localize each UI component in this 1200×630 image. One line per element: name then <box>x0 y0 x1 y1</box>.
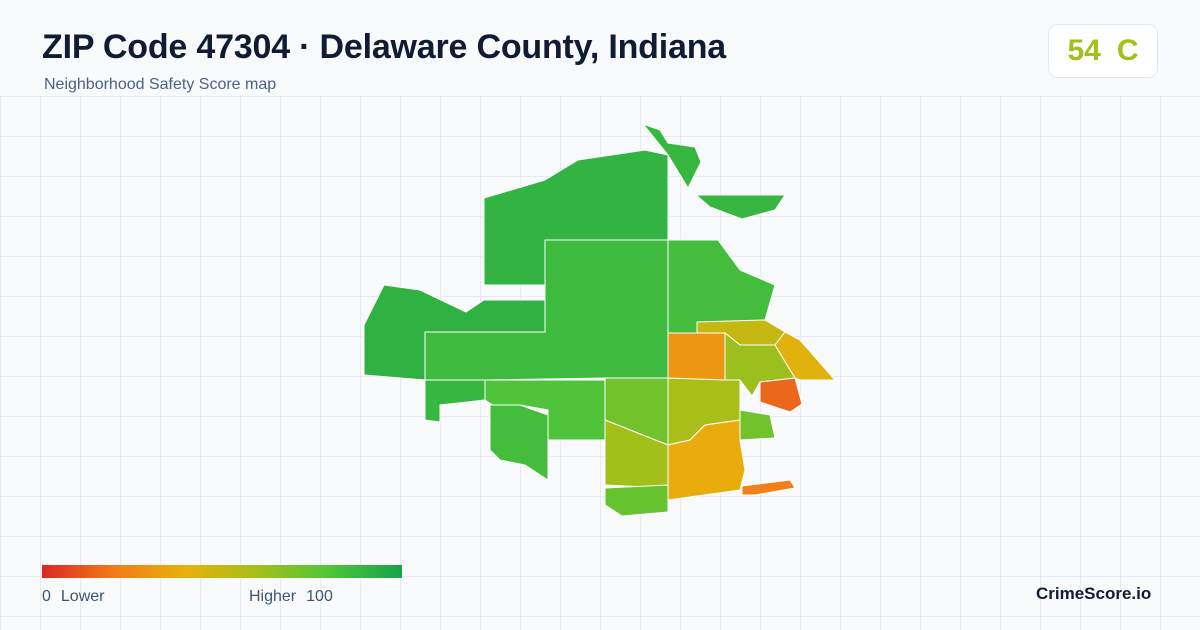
map-region-east-small-green[interactable] <box>739 409 776 441</box>
map-region-east-orange[interactable] <box>667 332 726 381</box>
map-region-north-central[interactable] <box>483 149 669 286</box>
map-region-southeast-tip[interactable] <box>741 479 796 496</box>
map-region-east-central[interactable] <box>667 239 776 334</box>
legend-min-label: Lower <box>60 588 105 605</box>
map-region-far-east[interactable] <box>774 331 836 381</box>
page-subtitle: Neighborhood Safety Score map <box>44 76 277 93</box>
map-region-southwest-lobe[interactable] <box>489 404 549 481</box>
page-title: ZIP Code 47304 · Delaware County, Indian… <box>42 28 726 66</box>
legend-gradient-bar <box>42 565 402 578</box>
legend-min-value: 0 <box>42 588 51 605</box>
map-region-south-bottom[interactable] <box>604 484 669 517</box>
legend-low-label: 0 Lower <box>42 588 104 606</box>
map-region-northeast-strip[interactable] <box>642 123 786 220</box>
score-value: 54 <box>1067 34 1101 67</box>
map-region-east-red[interactable] <box>759 377 803 413</box>
score-grade: C <box>1116 34 1139 67</box>
map-region-southeast-orange[interactable] <box>667 419 746 501</box>
legend-max-value: 100 <box>306 588 333 605</box>
header-band <box>0 0 1200 96</box>
legend-high-label: Higher 100 <box>249 588 333 606</box>
map-region-west-lower[interactable] <box>424 379 486 423</box>
brand-logo-text: CrimeScore.io <box>1036 584 1152 603</box>
legend-max-label: Higher <box>249 588 297 605</box>
score-badge: 54 C <box>1048 24 1158 78</box>
